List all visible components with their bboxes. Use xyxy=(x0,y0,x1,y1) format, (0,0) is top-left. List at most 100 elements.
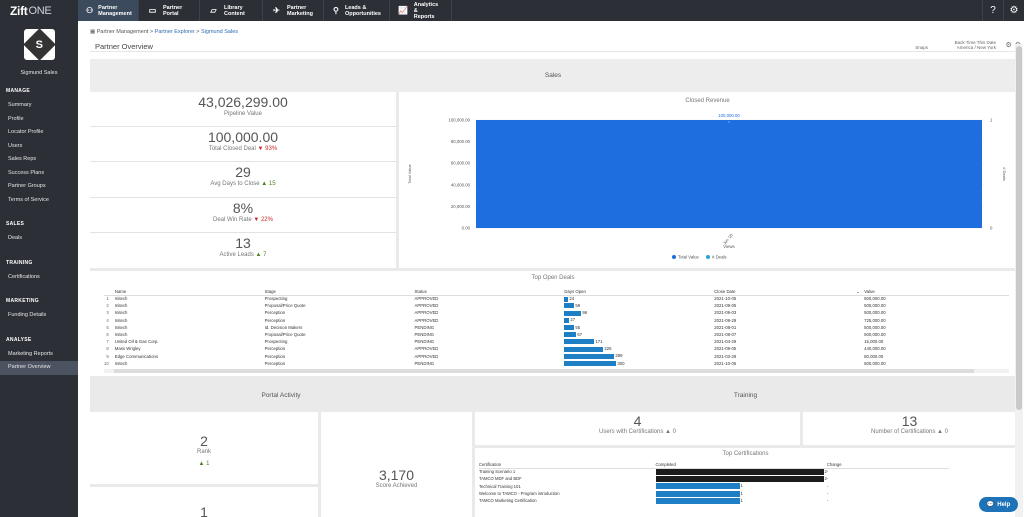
table-cell: Initech xyxy=(114,310,128,316)
y-tick-label: 80,000.00 xyxy=(451,139,471,144)
funnel-icon: ⚲ xyxy=(333,5,339,15)
y2-axis-label: # Deals xyxy=(1002,167,1007,181)
deals-col-header[interactable] xyxy=(104,288,115,296)
table-row[interactable]: 5 Initech Id. Decision Makers PENDING 55 2021… xyxy=(104,324,1009,331)
help-circle-icon[interactable]: ? xyxy=(982,0,1003,21)
sidebar-section-sales: SALES xyxy=(6,221,25,227)
deals-col-header[interactable]: Stage xyxy=(264,288,415,296)
top-certs-title: Top Certifications xyxy=(722,451,769,457)
table-cell: 3 xyxy=(106,310,109,316)
sidebar-item-sales-reps[interactable]: Sales Reps xyxy=(8,156,37,162)
table-cell: 59 xyxy=(564,302,714,309)
breadcrumb-partner-name[interactable]: Sigmund Sales xyxy=(201,29,239,35)
table-row[interactable]: Training Scenario 1 2- xyxy=(479,468,949,475)
certs-col-header[interactable]: Change xyxy=(826,462,949,469)
certs-col-header[interactable]: Completed xyxy=(655,462,827,469)
table-row[interactable]: 8 Mass Wrigley Perception APPROVED 225 2021-0… xyxy=(104,345,1009,352)
table-row[interactable]: 4 Initech Perception APPROVED 27 2021-09-29 72… xyxy=(104,317,1009,324)
page-vertical-scrollbar[interactable] xyxy=(1015,44,1023,517)
chart-canvas: 0.00 20,000.00 40,000.00 60,000.00 80,000.00… xyxy=(407,113,1007,260)
days-open-value: 171 xyxy=(595,339,603,345)
sidebar-item-success-plans[interactable]: Success Plans xyxy=(8,169,45,176)
nav-item-portal[interactable]: ▭ Partner Portal xyxy=(139,0,200,21)
table-row[interactable]: TAMCO MDF and BDF 2- xyxy=(479,475,949,482)
main-content: ▦ Partner Management > Partner Explorer … xyxy=(78,21,1024,517)
change-cell: - xyxy=(826,483,829,489)
rank-label: Rank xyxy=(196,449,211,455)
kpi-label: Avg Days to Close ▲ 15 xyxy=(90,180,396,188)
num-certs-value: 13 xyxy=(901,413,918,429)
building-icon: ▦ xyxy=(90,29,96,35)
kpi-delta: ▼ 93% xyxy=(256,146,278,152)
completed-bar xyxy=(655,468,824,475)
partner-logo-icon: S xyxy=(22,28,56,61)
table-row[interactable]: 1 Initech Prospecting APPROVED 24 2021-10-05 5… xyxy=(104,295,1009,302)
help-button[interactable]: 💬 Help xyxy=(979,497,1018,512)
nav-item-label: Partner Marketing xyxy=(287,4,313,17)
deals-col-header[interactable]: Close Date xyxy=(714,288,865,296)
kpi-label: Total Closed Deal ▼ 93% xyxy=(90,145,396,153)
sidebar-item-profile[interactable]: Profile xyxy=(8,115,24,122)
completed-value: 2 xyxy=(824,469,827,474)
partner-avatar[interactable]: S xyxy=(22,28,56,61)
table-row[interactable]: 10 Initech Perception PENDING 300 2021-10-05 5… xyxy=(104,360,1009,367)
sidebar-item-partner-groups[interactable]: Partner Groups xyxy=(8,183,46,189)
deals-col-header[interactable]: Status xyxy=(414,288,565,296)
nav-item-opportunities[interactable]: ⚲ Leads & Opportunities xyxy=(324,0,390,21)
table-cell: Perception xyxy=(264,317,286,323)
certs-col-header[interactable]: Certification xyxy=(479,462,656,469)
sidebar-item-funding-details[interactable]: Funding Details xyxy=(8,312,47,318)
sidebar-item-summary[interactable]: Summary xyxy=(8,102,32,108)
table-row[interactable]: Welcome to TAMCO - Program introduction 1… xyxy=(479,490,949,497)
table-row[interactable]: 6 Initech Proposal/Price Quote PENDING 67 202… xyxy=(104,331,1009,338)
table-row[interactable]: 2 Initech Proposal/Price Quote APPROVED 59 20… xyxy=(104,302,1009,309)
sidebar-item-deals[interactable]: Deals xyxy=(8,235,23,241)
days-open-bar xyxy=(564,296,569,302)
sort-down-icon[interactable]: ⌄ xyxy=(856,288,860,294)
sidebar: S Sigmund Sales MANAGE Summary Profile Loca… xyxy=(0,21,78,517)
table-cell: 2021-10-05 xyxy=(714,360,737,366)
sidebar-item-partner-overview[interactable]: Partner Overview xyxy=(0,361,78,375)
top-certifications-panel: Top Certifications Certification Complete… xyxy=(475,448,1016,517)
table-cell: 2021-10-05 xyxy=(714,296,737,302)
nav-item-reports[interactable]: 📈 Analytics & Reports xyxy=(390,0,452,21)
table-cell: 500,000.00 xyxy=(864,332,886,338)
sidebar-item-certifications[interactable]: Certifications xyxy=(8,273,40,280)
breadcrumb-separator: > xyxy=(148,29,155,35)
breadcrumb-partner-management[interactable]: Partner Management xyxy=(96,29,149,35)
deals-col-header[interactable]: Name xyxy=(114,288,265,296)
nav-item-content[interactable]: ▱ Library Content xyxy=(200,0,263,21)
deals-col-header[interactable]: Days Open xyxy=(564,288,715,296)
kpi-delta: ▲ 7 xyxy=(254,252,267,258)
down-triangle-icon: ▼ xyxy=(251,216,261,223)
table-row[interactable]: 3 Initech Perception APPROVED 96 2021-09-03 50… xyxy=(104,309,1009,316)
days-open-value: 27 xyxy=(570,317,576,323)
deals-point xyxy=(728,121,730,123)
app-logo[interactable]: Zift ONE xyxy=(0,0,78,21)
y-tick-label: 40,000.00 xyxy=(451,182,471,187)
table-row[interactable]: 7 United Oil & Gas Corp. Prospecting PENDIN… xyxy=(104,338,1009,345)
gear-icon[interactable]: ⚙ xyxy=(1003,0,1024,21)
settings-icon[interactable]: ⚙ xyxy=(1005,42,1012,49)
bar-total-value xyxy=(476,120,982,228)
table-row[interactable]: Technical Training 101 1 - xyxy=(479,483,949,490)
nav-item-marketing[interactable]: ✈ Partner Marketing xyxy=(263,0,324,21)
scrollbar-thumb[interactable] xyxy=(1016,46,1022,410)
deals-horizontal-scrollbar[interactable] xyxy=(104,369,1009,373)
completed-bar xyxy=(655,497,740,504)
table-row[interactable]: 9 Edge Communications Perception APPROVED 28… xyxy=(104,353,1009,360)
table-cell: 2021-09-03 xyxy=(714,310,737,316)
table-row[interactable]: TAMCO Marketing Certification 1 - xyxy=(479,497,949,504)
table-cell: 2021-08-01 xyxy=(714,324,737,330)
breadcrumb-partner-explorer[interactable]: Partner Explorer xyxy=(154,29,195,35)
table-cell: 2 xyxy=(106,303,109,309)
sidebar-item-marketing-reports[interactable]: Marketing Reports xyxy=(8,350,53,357)
sidebar-item-locator-profile[interactable]: Locator Profile xyxy=(8,129,44,135)
sidebar-item-users[interactable]: Users xyxy=(8,142,23,149)
chart-title: Closed Revenue xyxy=(685,98,730,104)
kpi-value: 29 xyxy=(235,164,251,181)
table-cell: 67 xyxy=(564,331,714,338)
nav-item-management[interactable]: ⚇ Partner Management xyxy=(78,0,139,21)
sidebar-item-terms-of-service[interactable]: Terms of Service xyxy=(8,196,49,203)
deals-col-header[interactable]: Value ⌄ xyxy=(856,288,1009,296)
